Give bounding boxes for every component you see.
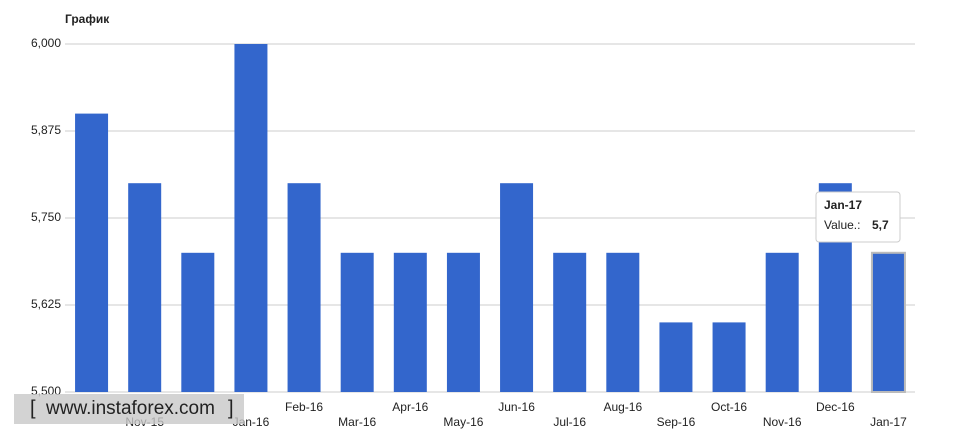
x-tick-label: Oct-16 bbox=[711, 400, 747, 414]
bar bbox=[712, 322, 746, 392]
watermark-text: www.instaforex.com bbox=[45, 398, 215, 419]
bar bbox=[765, 252, 799, 392]
bar bbox=[181, 252, 215, 392]
x-tick-label: Jan-17 bbox=[870, 415, 907, 429]
bar bbox=[500, 183, 534, 392]
bar bbox=[128, 183, 162, 392]
bar bbox=[446, 252, 480, 392]
bar bbox=[659, 322, 693, 392]
y-tick-label: 5,625 bbox=[31, 297, 61, 311]
x-tick-label: Nov-16 bbox=[763, 415, 802, 429]
bar bbox=[75, 113, 109, 392]
tooltip-value: 5,7 bbox=[872, 218, 889, 232]
bar bbox=[287, 183, 321, 392]
bar bbox=[340, 252, 374, 392]
x-tick-label: Feb-16 bbox=[285, 400, 323, 414]
bar bbox=[553, 252, 587, 392]
x-tick-label: Aug-16 bbox=[603, 400, 642, 414]
chart-title: График bbox=[65, 12, 110, 26]
bar bbox=[606, 252, 640, 392]
watermark-bracket: [ bbox=[30, 397, 36, 419]
tooltip: Jan-17 Value.: 5,7 bbox=[815, 191, 901, 243]
x-tick-label: Apr-16 bbox=[392, 400, 428, 414]
tooltip-title: Jan-17 bbox=[824, 198, 862, 212]
x-tick-label: Jul-16 bbox=[553, 415, 586, 429]
tooltip-label: Value.: bbox=[824, 218, 860, 232]
x-tick-label: Jun-16 bbox=[498, 400, 535, 414]
x-tick-label: May-16 bbox=[443, 415, 483, 429]
watermark: [ www.instaforex.com] bbox=[14, 394, 244, 424]
bar bbox=[393, 252, 427, 392]
y-tick-label: 5,750 bbox=[31, 210, 61, 224]
x-tick-label: Mar-16 bbox=[338, 415, 376, 429]
x-tick-label: Sep-16 bbox=[657, 415, 696, 429]
watermark-box bbox=[14, 394, 244, 424]
watermark-bracket: ] bbox=[228, 397, 234, 419]
bar bbox=[870, 251, 906, 393]
y-tick-label: 5,875 bbox=[31, 123, 61, 137]
x-tick-label: Dec-16 bbox=[816, 400, 855, 414]
bar bbox=[234, 44, 268, 392]
tooltip-box bbox=[815, 191, 901, 243]
y-tick-label: 6,000 bbox=[31, 36, 61, 50]
